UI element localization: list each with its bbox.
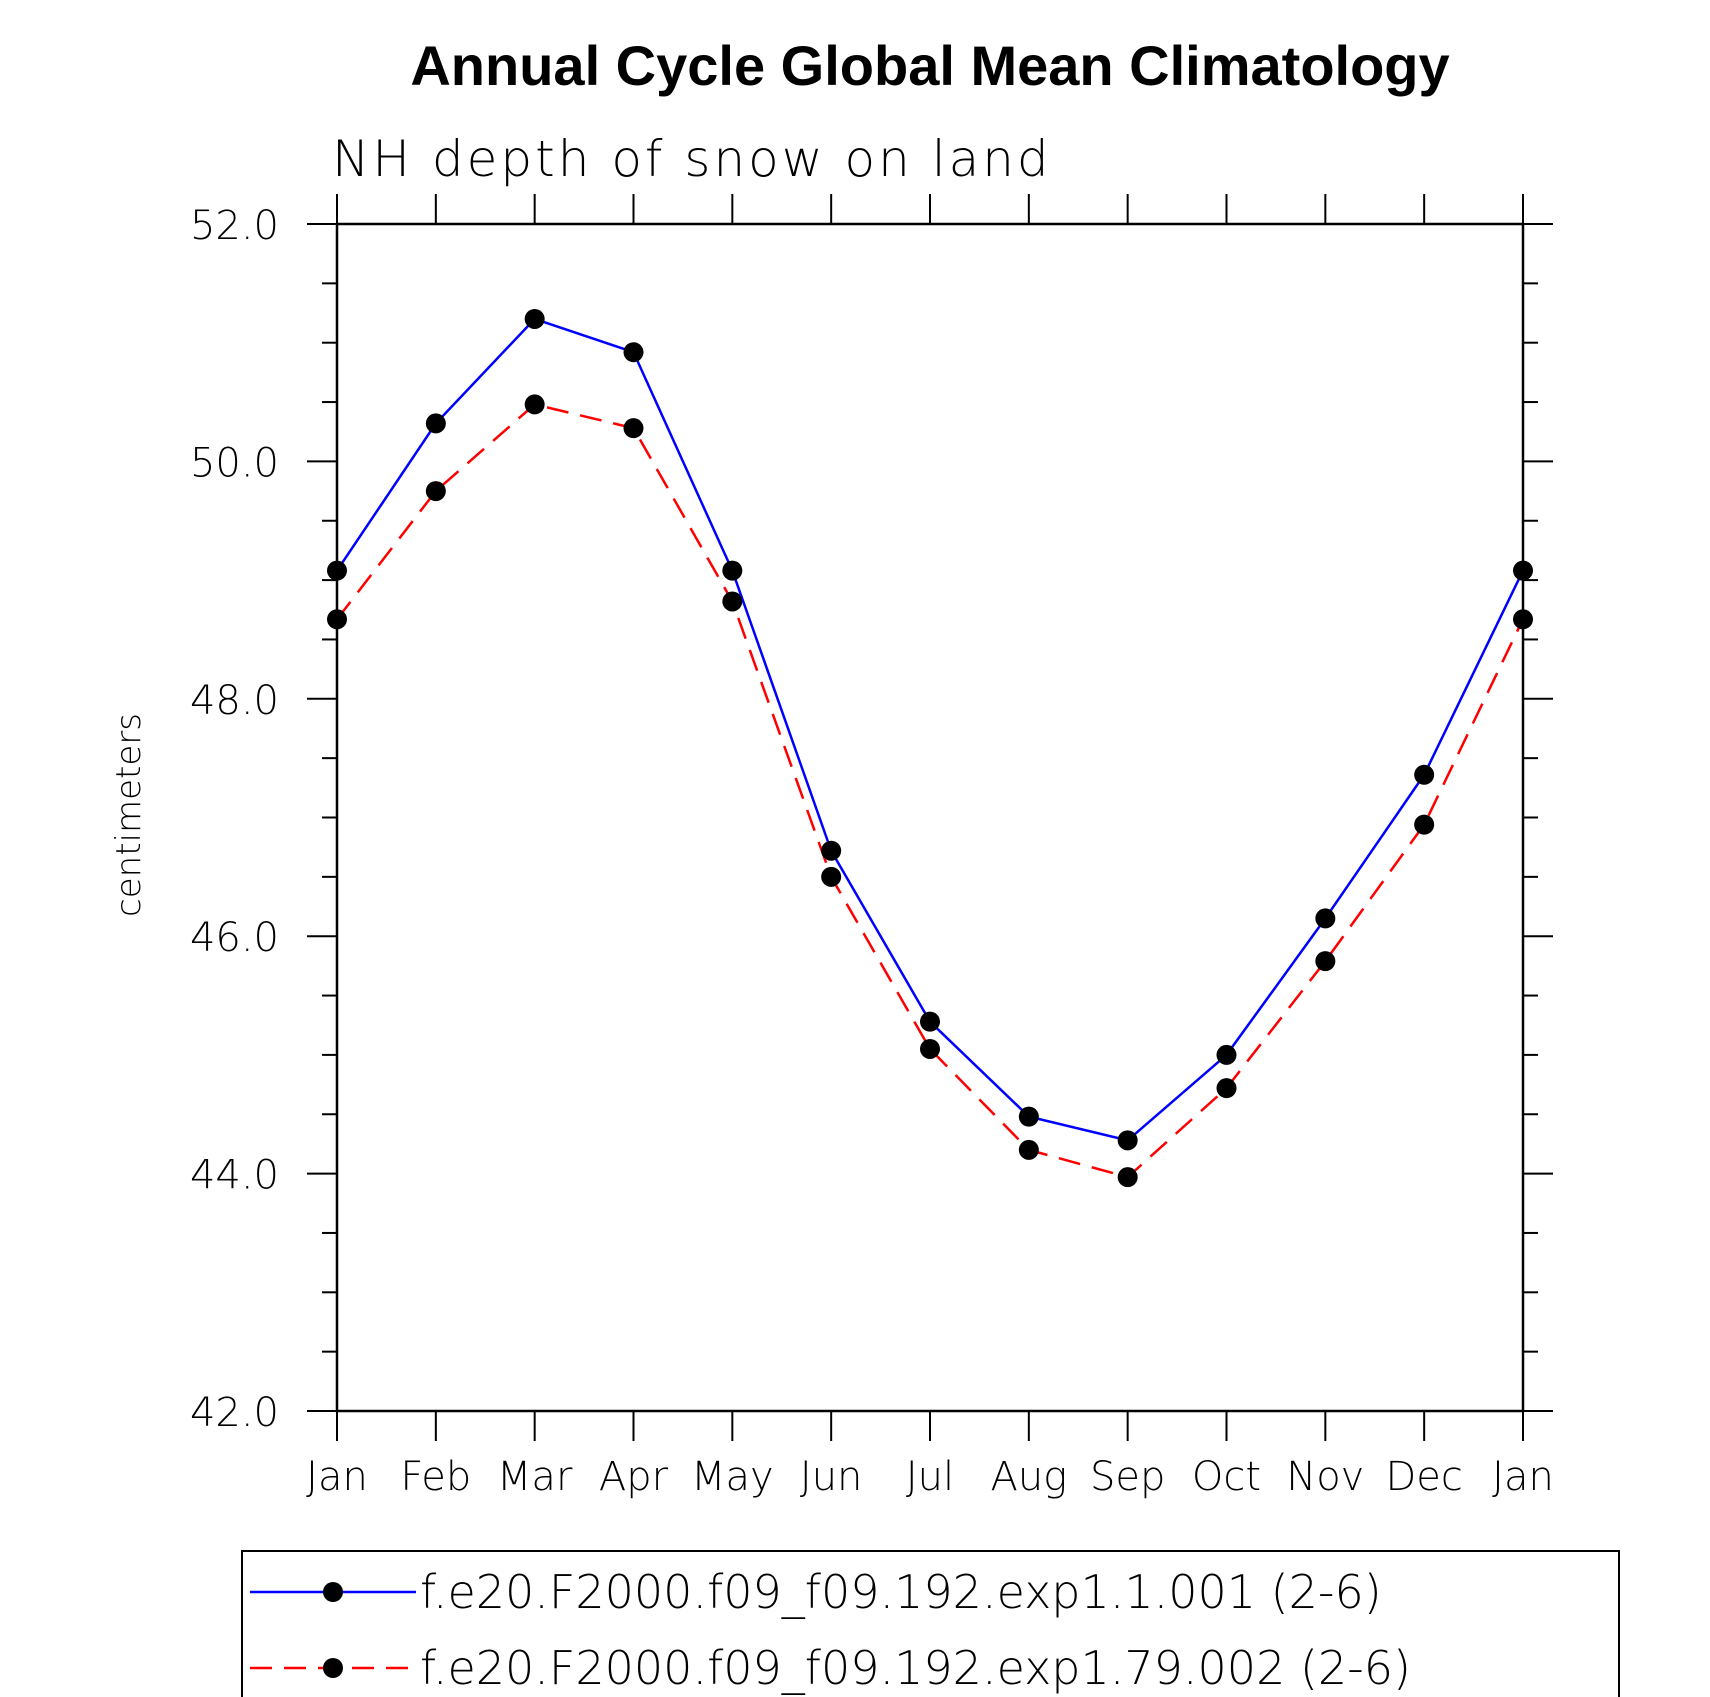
legend-marker-1 [323,1582,343,1602]
legend-label-1: f.e20.F2000.f09_f09.192.exp1.1.001 (2-6) [420,1565,1382,1619]
chart-title: Annual Cycle Global Mean Climatology [410,34,1449,97]
series-2-point [1216,1078,1237,1099]
series-2-point [1513,609,1533,630]
y-axis-label: centimeters [109,713,149,917]
series-2-point [722,591,743,612]
series-2-point [425,481,446,502]
series-1-point [1513,560,1533,581]
x-tick-label: Aug [990,1454,1067,1500]
series-2-point [920,1038,940,1059]
series-1-point [920,1011,940,1032]
series-1-point [425,413,446,434]
series-2-point [1414,814,1435,835]
x-tick-label: Jan [306,1454,368,1500]
series-2-point [821,866,842,887]
x-tick-label: Jun [800,1454,863,1500]
series-1-point [524,308,545,329]
x-tick-label: Feb [400,1454,471,1500]
series-layer [327,308,1533,1188]
y-tick-label: 48.0 [190,678,279,724]
y-tick-label: 52.0 [190,203,279,249]
series-1-point [722,560,743,581]
series-2-point [1315,951,1336,972]
series-1-point [821,840,842,861]
series-1-point [1216,1044,1237,1065]
x-axis-ticks: Jan Feb Mar Apr May Jun Jul Aug Sep Oct Nov Dec Jan [306,194,1554,1500]
series-2-point [1018,1139,1039,1160]
x-tick-label: Oct [1192,1454,1261,1500]
x-tick-label: Apr [599,1454,669,1500]
series-line-2 [336,403,1525,1179]
plot-area: 42.0 44.0 46.0 48.0 50.0 52.0 Jan Feb Mar Apr May… [190,194,1554,1500]
series-1-point [327,560,347,581]
x-tick-label: Dec [1385,1454,1462,1500]
x-tick-label: Nov [1286,1454,1364,1500]
legend: f.e20.F2000.f09_f09.192.exp1.1.001 (2-6)… [241,1550,1620,1697]
x-tick-label: Jan [1492,1454,1554,1500]
series-1-point [1117,1130,1138,1151]
legend-entry-2: f.e20.F2000.f09_f09.192.exp1.79.002 (2-6… [250,1641,1411,1695]
series-1-point [1315,908,1336,929]
series-2-point [1117,1167,1138,1188]
legend-entry-1: f.e20.F2000.f09_f09.192.exp1.1.001 (2-6) [250,1565,1382,1619]
y-tick-label: 50.0 [190,440,279,486]
y-axis-ticks: 42.0 44.0 46.0 48.0 50.0 52.0 [190,203,1553,1436]
series-1-point [623,342,644,363]
x-tick-label: May [691,1454,774,1500]
x-tick-label: Jul [906,1454,954,1500]
y-tick-label: 46.0 [190,915,279,961]
series-2-point [524,394,545,415]
chart-subtitle: NH depth of snow on land [332,130,1052,188]
legend-box [241,1550,1620,1697]
plot-frame [335,222,1525,1413]
series-1-point [1414,764,1435,785]
legend-label-2: f.e20.F2000.f09_f09.192.exp1.79.002 (2-6… [420,1641,1411,1695]
series-2-point [327,609,347,630]
y-tick-label: 44.0 [190,1153,279,1199]
legend-marker-2 [323,1658,343,1678]
x-tick-label: Mar [497,1454,573,1500]
series-2-point [623,418,644,439]
series-1-point [1018,1106,1039,1127]
x-tick-label: Sep [1090,1454,1165,1500]
y-tick-label: 42.0 [190,1390,279,1436]
